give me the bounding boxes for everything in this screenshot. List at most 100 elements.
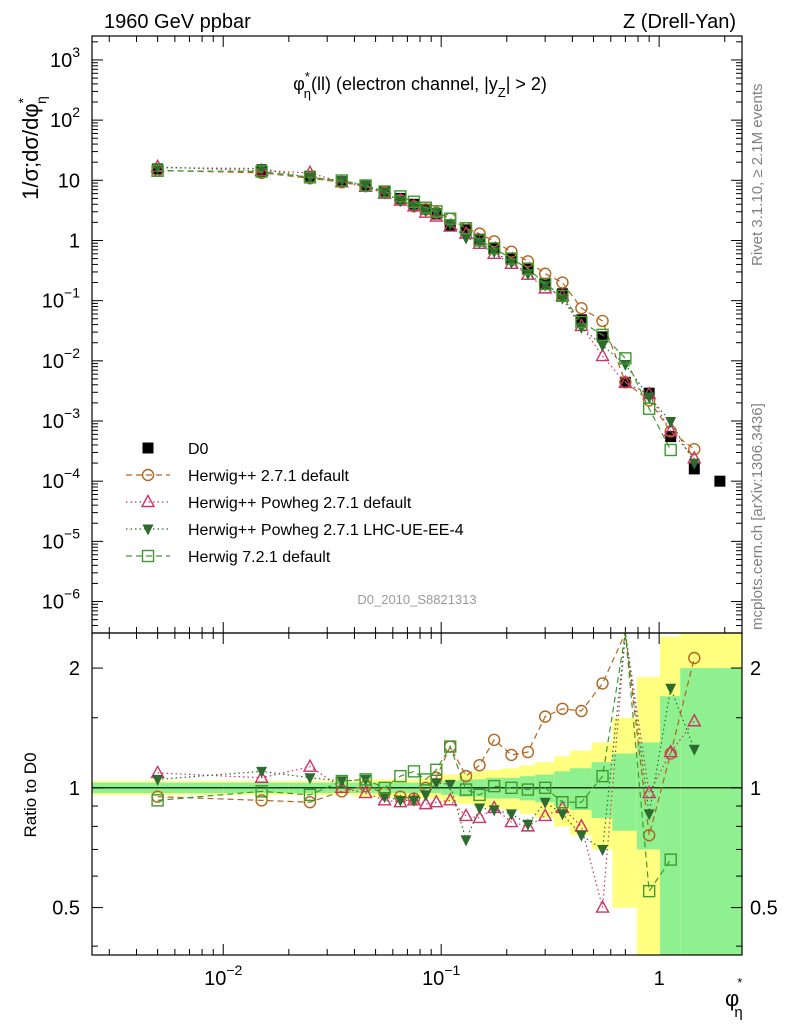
- uncertainty-band-inner: [570, 768, 592, 810]
- main-plot-frame: [91, 35, 743, 634]
- y-tick-label-base: 1: [69, 230, 80, 252]
- x-tick-label-exponent: −2: [226, 962, 242, 978]
- x-tick-label-base: 1: [654, 968, 665, 990]
- ratio-point: [459, 783, 473, 796]
- data-point: [255, 165, 268, 178]
- data-point: [407, 195, 421, 208]
- ratio-point: [663, 744, 678, 758]
- data-point: [575, 322, 587, 334]
- data-point: [443, 212, 457, 225]
- y-tick-label-base: 10: [42, 471, 64, 493]
- data-point: [486, 245, 502, 260]
- data-point: [556, 289, 569, 303]
- data-point: [597, 340, 609, 352]
- y-tick-label-base: 10: [42, 351, 64, 373]
- ratio-point: [255, 794, 268, 807]
- ratio-point: [460, 835, 472, 847]
- series-line-4: [157, 170, 672, 451]
- y-tick-label-exponent: 2: [72, 104, 80, 120]
- ratio-point: [379, 792, 391, 804]
- ratio-point: [394, 795, 406, 807]
- ratio-point: [152, 774, 164, 786]
- data-point: [556, 293, 568, 305]
- legend-label: Herwig++ 2.7.1 default: [188, 468, 350, 485]
- ratio-point: [408, 795, 420, 807]
- data-point: [488, 247, 500, 259]
- y-tick-label-exponent: −1: [64, 285, 80, 301]
- ratio-point: [595, 899, 610, 913]
- data-point: [665, 417, 677, 429]
- data-point: [595, 348, 610, 362]
- data-point: [575, 301, 588, 315]
- data-point: [430, 205, 443, 218]
- y-tick-label-exponent: −4: [64, 465, 80, 481]
- ratio-point: [418, 796, 433, 810]
- ratio-point: [419, 773, 432, 786]
- data-point: [473, 234, 486, 247]
- ratio-point: [539, 797, 551, 809]
- legend: D0 Herwig++ 2.7.1 default Herwig++ Powheg …: [126, 441, 464, 566]
- ratio-point: [473, 788, 486, 802]
- y-tick-label-base: 10: [50, 110, 72, 132]
- data-point: [304, 173, 316, 185]
- ratio-point: [474, 803, 486, 815]
- ratio-point: [504, 814, 519, 828]
- y-tick-label: 10−2: [42, 345, 80, 373]
- ratio-point: [255, 785, 268, 798]
- data-point: [256, 164, 268, 176]
- ratio-point: [575, 704, 588, 718]
- legend-marker: [141, 468, 155, 482]
- ratio-point: [335, 774, 349, 788]
- data-point: [596, 328, 609, 342]
- ratio-point: [538, 781, 552, 795]
- y-tick-label-base: 10: [42, 531, 64, 553]
- data-point: [643, 392, 655, 404]
- ratio-point: [377, 792, 392, 806]
- ratio-point: [522, 819, 534, 831]
- ratio-point: [256, 766, 268, 778]
- series-line-1: [157, 169, 695, 450]
- analysis-id-watermark: D0_2010_S8821313: [357, 592, 476, 607]
- ratio-point: [430, 778, 442, 790]
- data-point: [688, 442, 701, 456]
- ratio-point: [521, 783, 535, 796]
- data-point: [596, 314, 609, 328]
- main-plot-area: 10−2 10−1 110310210110−110−210−310−410−510…: [42, 36, 742, 990]
- y-tick-label-exponent: −3: [64, 405, 80, 421]
- ratio-point: [302, 758, 318, 772]
- ratio-point: [336, 776, 348, 788]
- data-point: [538, 277, 552, 291]
- ratio-point: [359, 773, 372, 786]
- uncertainty-band-inner: [612, 753, 637, 831]
- y-tick-label-base: 10: [42, 592, 64, 614]
- ratio-point: [254, 769, 269, 783]
- y-axis-label: 1/σ;dσ/dφ* η: [15, 96, 49, 200]
- data-point: [556, 276, 569, 289]
- ratio-point: [664, 853, 677, 866]
- ratio-point: [556, 702, 569, 715]
- ratio-tick-label-right: 2: [750, 658, 761, 680]
- data-point: [664, 443, 677, 457]
- legend-marker: [142, 524, 154, 536]
- ratio-point: [358, 785, 373, 799]
- y-tick-label: 10−5: [42, 525, 80, 553]
- ratio-series-line-2: [157, 632, 695, 851]
- ratio-tick-label-left: 0.5: [52, 898, 80, 920]
- data-point: [303, 171, 317, 184]
- data-point: [335, 174, 349, 187]
- data-point: [487, 242, 501, 255]
- ratio-series-line-1: [157, 632, 695, 908]
- legend-marker: [141, 549, 155, 563]
- ratio-point: [642, 884, 656, 898]
- ratio-point: [556, 796, 569, 809]
- ratio-point: [521, 745, 535, 759]
- x-tick-label: 10−2: [204, 962, 242, 990]
- ratio-point: [430, 763, 443, 776]
- ratio-series-line-3: [157, 632, 672, 893]
- data-point: [642, 402, 656, 415]
- data-point: [619, 352, 632, 365]
- ratio-point: [407, 765, 421, 778]
- ratio-axis-label: Ratio to D0: [21, 752, 40, 837]
- ratio-point: [443, 740, 457, 753]
